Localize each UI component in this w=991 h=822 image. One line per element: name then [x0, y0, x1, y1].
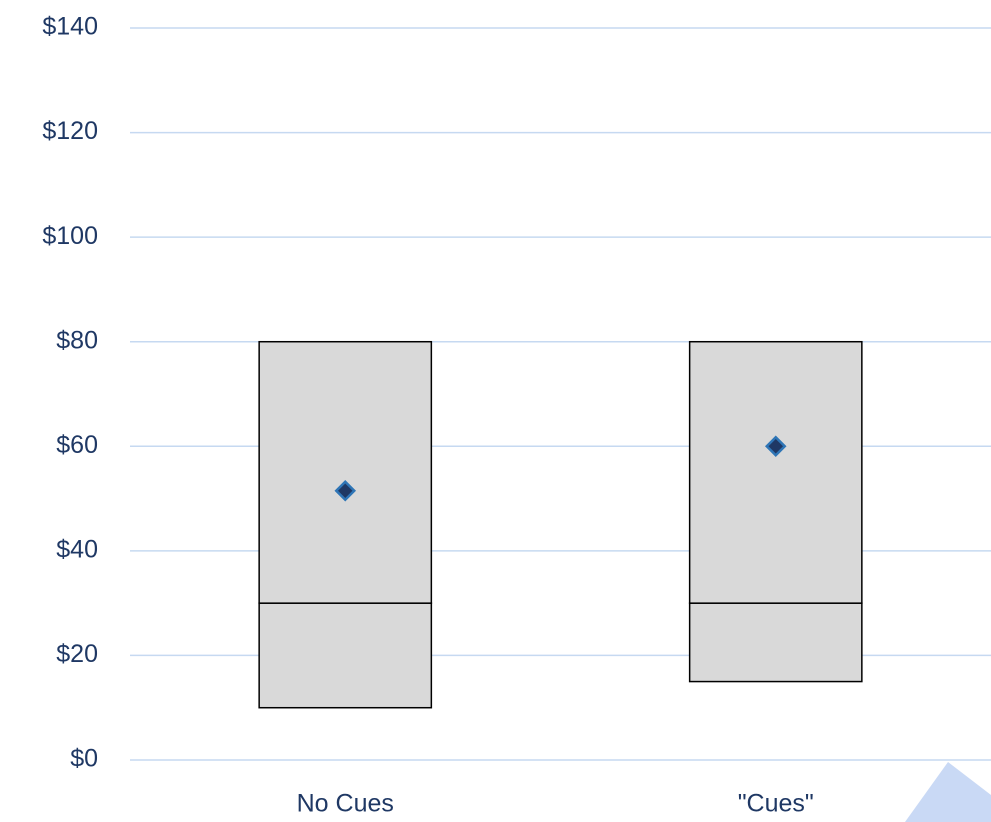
y-tick-label: $0 — [70, 745, 98, 773]
y-tick-label: $60 — [56, 431, 98, 459]
x-tick-label: "Cues" — [738, 790, 814, 818]
y-tick-label: $120 — [42, 117, 98, 145]
y-tick-label: $80 — [56, 326, 98, 354]
x-tick-label: No Cues — [297, 790, 394, 818]
decoration — [905, 762, 991, 822]
box-lower — [688, 602, 863, 683]
y-tick-label: $20 — [56, 640, 98, 668]
box-lower — [258, 602, 433, 709]
mean-marker — [334, 479, 357, 502]
y-tick-label: $40 — [56, 535, 98, 563]
box-upper — [258, 340, 433, 604]
y-tick-label: $140 — [42, 13, 98, 41]
box-upper — [688, 340, 863, 604]
mean-marker — [764, 435, 787, 458]
y-tick-label: $100 — [42, 222, 98, 250]
